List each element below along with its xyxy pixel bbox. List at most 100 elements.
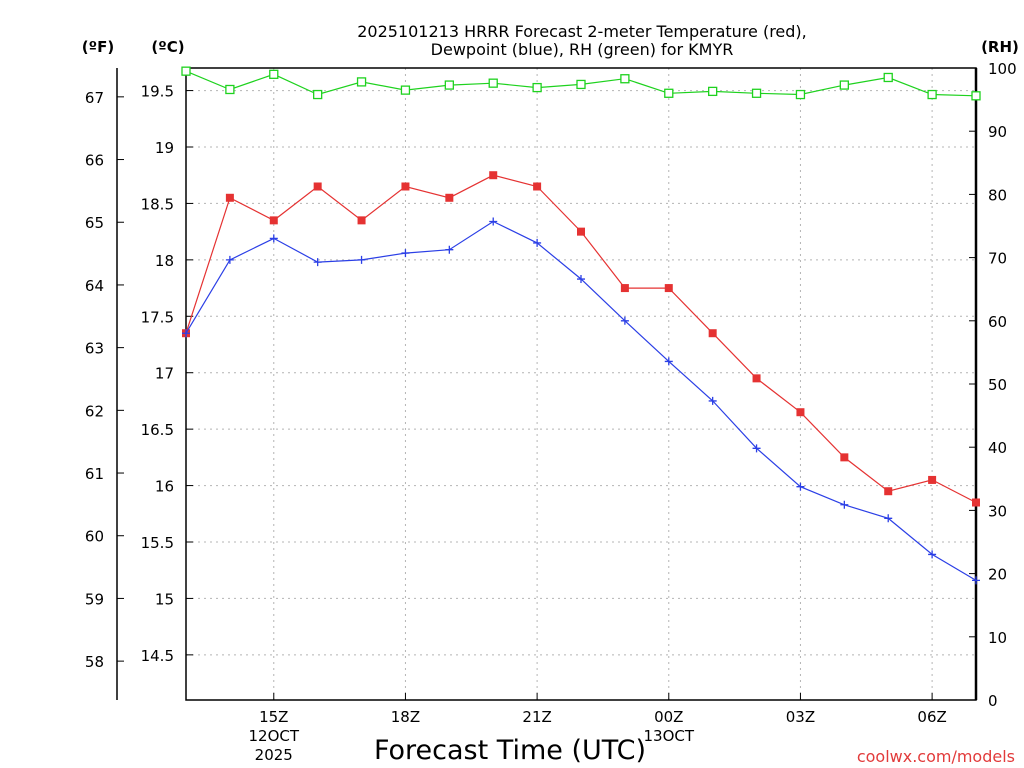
celsius-tick-label: 15.5 (141, 534, 174, 552)
temperature-point (225, 193, 234, 202)
rh-point (971, 91, 981, 101)
rh-point (576, 79, 586, 90)
rh-point (795, 89, 806, 100)
temperature-line (185, 174, 977, 504)
rh-tick-label: 60 (988, 313, 1007, 331)
dewpoint-point (533, 238, 542, 247)
temperature-point (620, 284, 629, 293)
credit-text: coolwx.com/models (857, 747, 1015, 766)
temperature-point (664, 284, 673, 293)
celsius-tick-label: 16 (155, 478, 174, 496)
celsius-tick-label: 14.5 (141, 647, 174, 665)
dewpoint-point (269, 234, 278, 243)
temperature-point (577, 227, 585, 236)
rh-tick-label: 30 (988, 502, 1007, 520)
x-tick-year-label: 2025 (255, 746, 293, 764)
grid-lines (186, 68, 976, 700)
rh-series (181, 66, 981, 101)
temperature-point (972, 498, 980, 507)
celsius-tick-label: 19 (155, 139, 174, 157)
data-series (181, 66, 981, 585)
dewpoint-point (620, 316, 629, 325)
temperature-point (489, 171, 498, 180)
dewpoint-point (928, 550, 937, 559)
temperature-series (182, 171, 980, 507)
dewpoint-point (577, 275, 585, 284)
rh-tick-label: 70 (988, 250, 1007, 268)
chart-title-line1: 2025101213 HRRR Forecast 2-meter Tempera… (357, 22, 807, 41)
dewpoint-point (313, 258, 322, 267)
celsius-tick-label: 16.5 (141, 421, 174, 439)
dewpoint-point (884, 514, 893, 523)
rh-point (181, 66, 191, 76)
rh-point (751, 88, 762, 98)
rh-point (620, 74, 630, 84)
temperature-point (752, 374, 761, 383)
fahrenheit-tick-label: 61 (85, 465, 104, 483)
x-tick-date-label: 12OCT (249, 727, 300, 745)
fahrenheit-tick-label: 63 (85, 340, 104, 358)
rh-unit-label: (RH) (981, 38, 1019, 56)
celsius-unit-label: (ºC) (151, 38, 184, 56)
rh-point (356, 77, 367, 87)
fahrenheit-tick-label: 59 (85, 590, 104, 608)
rh-tick-label: 100 (988, 60, 1017, 78)
fahrenheit-tick-label: 58 (85, 653, 104, 671)
x-tick-label: 03Z (786, 708, 815, 726)
fahrenheit-tick-label: 60 (85, 528, 104, 546)
rh-point (313, 89, 323, 100)
dewpoint-point (357, 255, 366, 264)
rh-tick-label: 50 (988, 376, 1007, 394)
rh-point (532, 82, 542, 93)
fahrenheit-tick-label: 65 (85, 214, 104, 232)
rh-point (664, 88, 674, 98)
rh-tick-label: 90 (988, 123, 1007, 141)
temperature-point (796, 408, 805, 417)
rh-point (839, 80, 849, 90)
dewpoint-point (489, 217, 498, 226)
fahrenheit-tick-label: 66 (85, 152, 104, 170)
temperature-point (884, 487, 893, 496)
rh-tick-label: 10 (988, 629, 1007, 647)
temperature-point (401, 182, 410, 191)
rh-point (269, 69, 279, 79)
temperature-point (533, 182, 542, 191)
dewpoint-point (225, 255, 234, 264)
rh-tick-label: 0 (988, 692, 998, 710)
fahrenheit-tick-label: 62 (85, 402, 104, 420)
x-tick-label: 21Z (522, 708, 551, 726)
temperature-point (928, 475, 937, 484)
chart-title-line2: Dewpoint (blue), RH (green) for KMYR (431, 40, 734, 59)
dewpoint-point (796, 482, 805, 491)
celsius-tick-label: 17.5 (141, 308, 174, 326)
celsius-tick-label: 17 (155, 365, 174, 383)
celsius-tick-label: 19.5 (141, 83, 174, 101)
dewpoint-series (182, 217, 980, 585)
x-tick-label: 00Z (654, 708, 683, 726)
rh-tick-label: 80 (988, 186, 1007, 204)
celsius-tick-label: 15 (155, 590, 174, 608)
rh-point (444, 80, 454, 90)
dewpoint-point (840, 500, 849, 509)
rh-point (488, 78, 498, 88)
rh-point (883, 72, 893, 83)
celsius-tick-label: 18 (155, 252, 174, 270)
x-tick-label: 18Z (391, 708, 420, 726)
x-tick-label: 15Z (259, 708, 288, 726)
plot-frame (185, 67, 977, 701)
temperature-point (357, 216, 366, 225)
rh-point (927, 89, 937, 100)
temperature-point (269, 216, 278, 225)
rh-tick-label: 40 (988, 439, 1007, 457)
rh-point (225, 84, 235, 95)
temperature-point (708, 329, 717, 338)
temperature-point (313, 182, 322, 191)
rh-tick-label: 20 (988, 566, 1007, 584)
rh-point (708, 86, 718, 97)
dewpoint-point (972, 576, 980, 585)
temperature-point (445, 193, 454, 202)
dewpoint-point (401, 249, 410, 258)
celsius-tick-label: 18.5 (141, 195, 174, 213)
rh-point (400, 85, 411, 95)
x-tick-date-label: 13OCT (644, 727, 695, 745)
